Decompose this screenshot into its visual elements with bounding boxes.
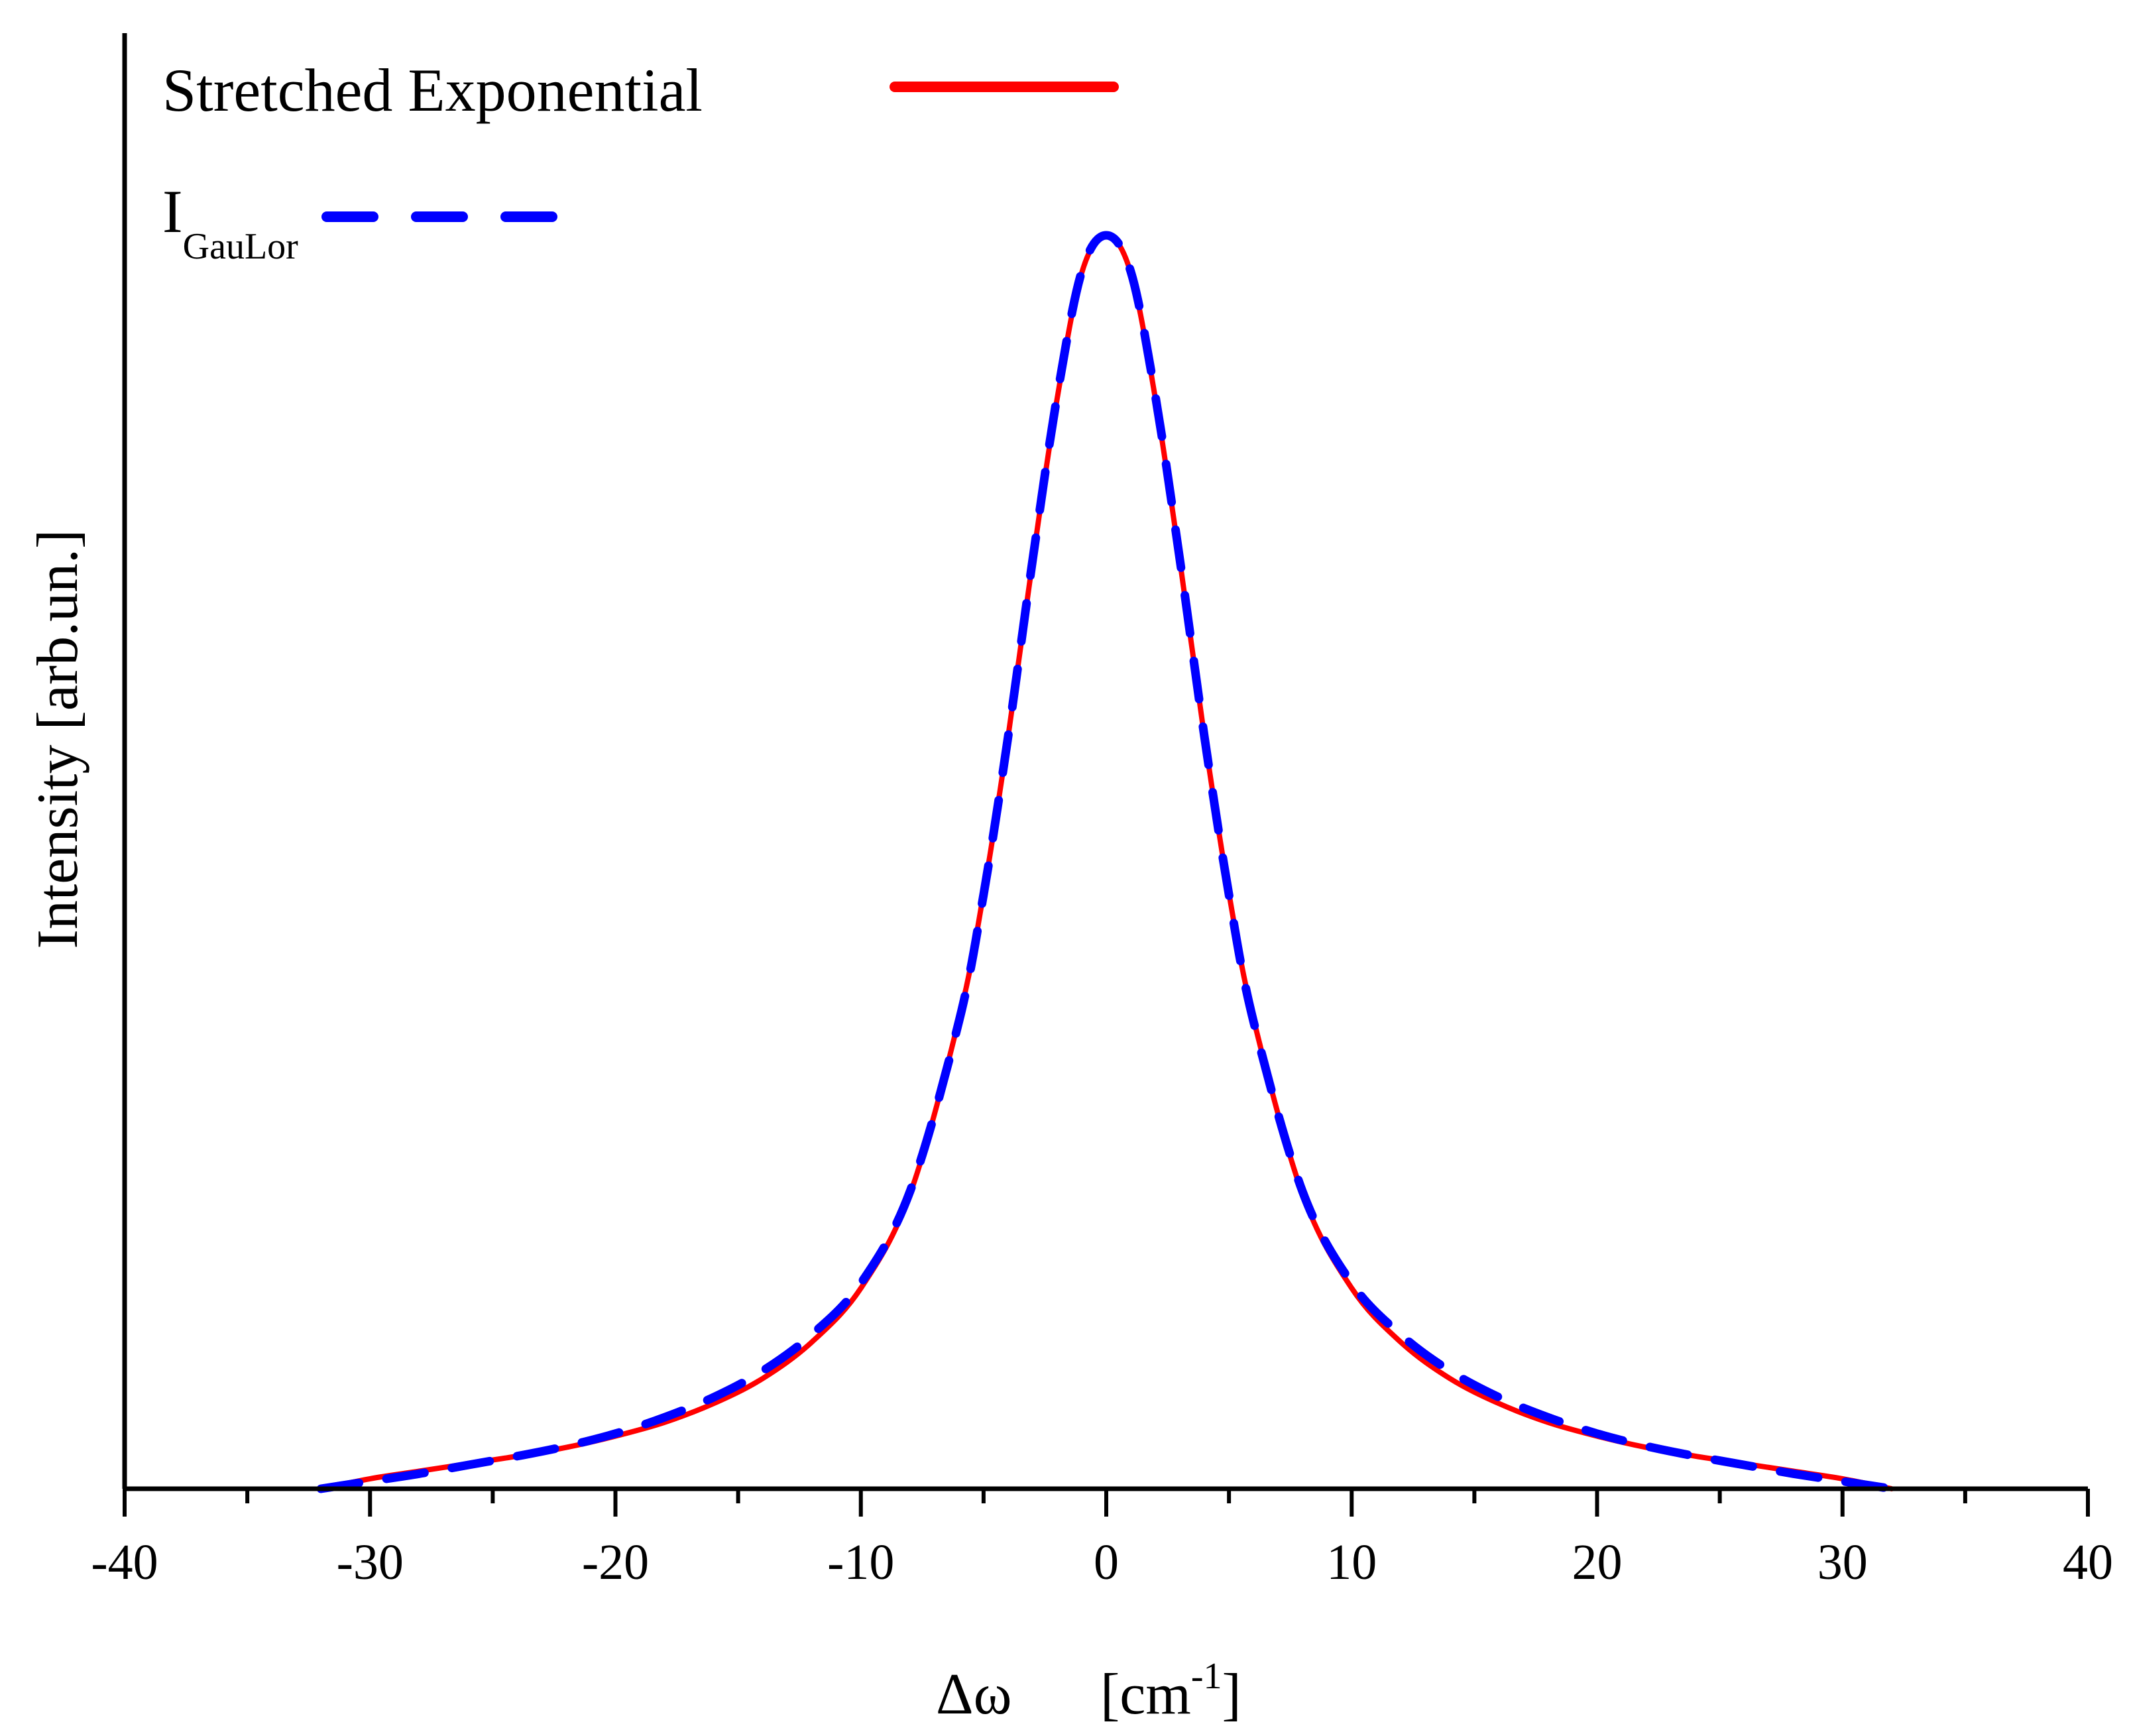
x-tick-label: -10 xyxy=(827,1534,894,1590)
legend-label-igaulor-main: I xyxy=(162,178,183,245)
x-tick-label: -30 xyxy=(337,1534,404,1590)
legend-label-igaulor-sub: GauLor xyxy=(183,226,299,267)
x-tick-label: 0 xyxy=(1094,1534,1119,1590)
x-axis-title: Δω [cm-1] xyxy=(936,1656,1241,1727)
x-axis-title-unit-sup: -1 xyxy=(1191,1656,1222,1697)
x-tick-label: 10 xyxy=(1326,1534,1377,1590)
x-axis-title-unit-close: ] xyxy=(1222,1662,1241,1727)
x-axis-title-unit-open: [cm xyxy=(1100,1662,1191,1727)
series-layer xyxy=(316,231,1896,1493)
x-tick-label: 40 xyxy=(2063,1534,2113,1590)
legend-label-igaulor: IGauLor xyxy=(162,178,298,267)
x-tick-label: 30 xyxy=(1817,1534,1868,1590)
y-axis-title: Intensity [arb.un.] xyxy=(26,530,90,949)
x-tick-labels: -40 -30 -20 -10 0 10 20 30 40 xyxy=(91,1534,2113,1590)
x-tick-label: -20 xyxy=(582,1534,649,1590)
legend-label-stretched-exponential: Stretched Exponential xyxy=(162,56,703,124)
legend: Stretched Exponential IGauLor xyxy=(162,56,1119,267)
series-line-igaulor xyxy=(316,231,1896,1493)
series-line-stretched-exponential xyxy=(318,233,1894,1491)
x-ticks xyxy=(123,1489,2090,1517)
x-tick-label: -40 xyxy=(91,1534,158,1590)
x-tick-label: 20 xyxy=(1572,1534,1623,1590)
x-axis-title-symbol: Δω xyxy=(936,1662,1012,1727)
